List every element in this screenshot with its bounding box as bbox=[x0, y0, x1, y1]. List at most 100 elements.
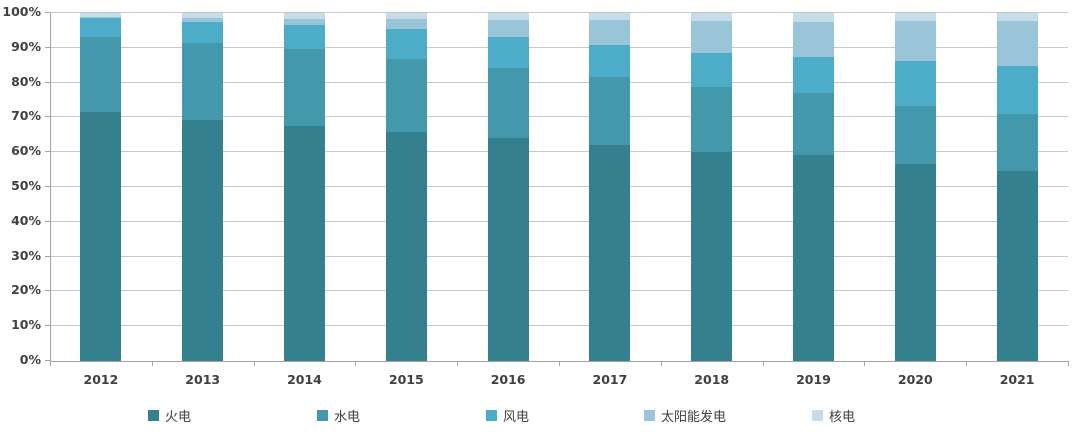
bar-segment-核电-2017 bbox=[589, 13, 631, 20]
bar-2018 bbox=[691, 13, 733, 361]
bar-segment-太阳能发电-2013 bbox=[182, 17, 224, 23]
bar-2015 bbox=[385, 13, 427, 361]
bar-segment-火电-2021 bbox=[996, 171, 1038, 361]
y-axis-line bbox=[50, 13, 51, 361]
legend-item-火电: 火电 bbox=[148, 406, 191, 425]
x-axis-label-2018: 2018 bbox=[694, 372, 730, 387]
x-tick-mark bbox=[457, 361, 459, 366]
x-tick-mark bbox=[355, 361, 357, 366]
x-tick-mark bbox=[50, 361, 51, 366]
bar-segment-火电-2012 bbox=[80, 112, 122, 361]
y-tick-mark bbox=[45, 255, 50, 257]
y-axis-label: 10% bbox=[11, 317, 41, 333]
bar-segment-水电-2016 bbox=[487, 68, 529, 139]
bar-2017 bbox=[589, 13, 631, 361]
x-tick-mark bbox=[253, 361, 255, 366]
bar-segment-太阳能发电-2020 bbox=[894, 21, 936, 62]
y-axis-label: 40% bbox=[11, 212, 41, 228]
x-axis-label-2021: 2021 bbox=[999, 372, 1035, 387]
y-tick-mark bbox=[45, 360, 50, 361]
bar-2020 bbox=[894, 13, 936, 361]
y-axis-label: 0% bbox=[19, 352, 41, 367]
x-axis-label-2017: 2017 bbox=[592, 372, 628, 387]
x-tick-mark bbox=[660, 361, 662, 366]
x-axis-label-2012: 2012 bbox=[83, 372, 119, 387]
legend-swatch-icon bbox=[486, 410, 497, 421]
bar-segment-水电-2012 bbox=[80, 36, 122, 113]
bar-2012 bbox=[80, 13, 122, 361]
y-axis-label: 60% bbox=[11, 143, 41, 159]
legend-swatch-icon bbox=[812, 410, 823, 421]
bar-segment-火电-2017 bbox=[589, 144, 631, 361]
y-tick-mark bbox=[45, 12, 50, 13]
x-axis-label-2020: 2020 bbox=[897, 372, 933, 387]
bar-segment-风电-2013 bbox=[182, 22, 224, 43]
bar-segment-太阳能发电-2019 bbox=[793, 21, 834, 58]
legend-swatch-icon bbox=[317, 410, 328, 421]
bar-segment-核电-2015 bbox=[385, 13, 427, 19]
gridline-20% bbox=[50, 290, 1068, 292]
y-axis-label: 100% bbox=[2, 4, 41, 19]
bar-segment-核电-2018 bbox=[691, 13, 733, 22]
gridline-10% bbox=[50, 325, 1068, 327]
bar-segment-火电-2019 bbox=[793, 154, 834, 361]
bar-2016 bbox=[487, 13, 529, 361]
legend-label: 水电 bbox=[334, 410, 361, 425]
x-tick-mark bbox=[1068, 361, 1069, 366]
y-tick-mark bbox=[45, 325, 50, 327]
bar-2014 bbox=[284, 13, 325, 361]
bar-segment-核电-2013 bbox=[182, 13, 224, 18]
bar-segment-太阳能发电-2016 bbox=[487, 20, 529, 37]
x-axis-label-2016: 2016 bbox=[490, 372, 526, 387]
bar-segment-核电-2019 bbox=[793, 13, 834, 22]
bar-segment-核电-2020 bbox=[894, 13, 936, 22]
bar-2021 bbox=[996, 13, 1038, 361]
bar-2013 bbox=[182, 13, 224, 361]
bar-segment-核电-2012 bbox=[80, 13, 122, 18]
bar-segment-核电-2016 bbox=[487, 13, 529, 21]
legend-swatch-icon bbox=[644, 410, 655, 421]
bar-segment-水电-2021 bbox=[996, 113, 1038, 171]
bar-segment-核电-2021 bbox=[996, 13, 1038, 21]
y-tick-mark bbox=[45, 290, 50, 292]
bar-segment-水电-2014 bbox=[284, 49, 325, 127]
y-tick-mark bbox=[45, 186, 50, 187]
x-tick-mark bbox=[864, 361, 866, 366]
x-tick-mark bbox=[559, 361, 560, 366]
bar-segment-太阳能发电-2021 bbox=[996, 20, 1038, 66]
bar-segment-风电-2012 bbox=[80, 18, 122, 37]
bar-segment-火电-2018 bbox=[691, 151, 733, 361]
bar-segment-风电-2020 bbox=[894, 61, 936, 106]
x-axis-label-2014: 2014 bbox=[287, 372, 322, 387]
legend-label: 核电 bbox=[829, 410, 856, 425]
bar-segment-风电-2014 bbox=[284, 24, 325, 50]
gridline-50% bbox=[50, 186, 1068, 187]
y-tick-mark bbox=[45, 151, 50, 153]
x-tick-mark bbox=[151, 361, 153, 366]
y-tick-mark bbox=[45, 220, 50, 222]
legend-label: 风电 bbox=[503, 410, 530, 425]
bar-segment-水电-2013 bbox=[182, 42, 224, 121]
bar-segment-太阳能发电-2012 bbox=[80, 17, 122, 19]
bar-segment-火电-2020 bbox=[894, 164, 936, 361]
gridline-90% bbox=[50, 46, 1068, 48]
bar-segment-风电-2016 bbox=[487, 36, 529, 68]
legend-swatch-icon bbox=[148, 410, 159, 421]
bar-segment-核电-2014 bbox=[284, 13, 325, 19]
x-axis-label-2019: 2019 bbox=[796, 372, 831, 387]
x-tick-mark bbox=[762, 361, 764, 366]
legend-label: 太阳能发电 bbox=[661, 410, 727, 425]
bar-segment-太阳能发电-2018 bbox=[691, 21, 733, 54]
bar-segment-风电-2015 bbox=[385, 28, 427, 59]
bar-segment-太阳能发电-2014 bbox=[284, 18, 325, 25]
bar-segment-水电-2015 bbox=[385, 58, 427, 133]
legend-item-水电: 水电 bbox=[317, 406, 360, 425]
y-axis-label: 70% bbox=[11, 108, 41, 124]
y-axis-label: 80% bbox=[11, 73, 41, 89]
y-tick-mark bbox=[45, 116, 50, 118]
x-axis-label-2013: 2013 bbox=[185, 372, 221, 387]
gridline-70% bbox=[50, 116, 1068, 118]
bar-segment-火电-2015 bbox=[385, 132, 427, 361]
gridline-80% bbox=[50, 81, 1068, 83]
gridline-30% bbox=[50, 255, 1068, 257]
